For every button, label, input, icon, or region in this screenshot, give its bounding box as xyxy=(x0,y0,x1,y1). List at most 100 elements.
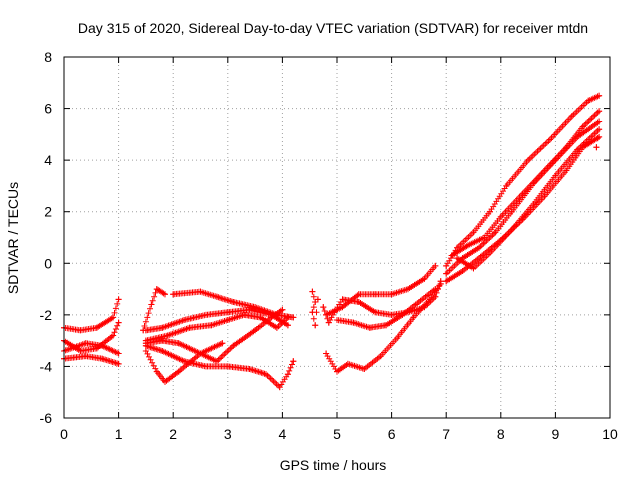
series-track-u xyxy=(454,126,603,272)
data-point xyxy=(230,342,237,349)
data-point xyxy=(203,363,209,370)
data-point xyxy=(82,353,89,360)
data-point xyxy=(372,291,379,298)
data-point xyxy=(99,342,106,349)
data-point xyxy=(574,146,581,153)
series-track-s xyxy=(443,118,603,277)
x-tick-label: 10 xyxy=(602,426,618,442)
data-point xyxy=(552,172,559,179)
data-point xyxy=(142,342,149,349)
data-point xyxy=(497,213,504,220)
y-tick-label: 8 xyxy=(44,49,52,65)
data-point xyxy=(443,270,450,277)
data-point xyxy=(486,208,493,215)
data-point xyxy=(454,255,461,262)
data-point xyxy=(405,286,411,293)
data-point xyxy=(115,360,122,367)
data-point xyxy=(159,337,166,344)
series-track-l xyxy=(309,288,321,329)
data-point xyxy=(410,314,417,321)
data-point xyxy=(284,314,291,321)
y-tick-label: 0 xyxy=(44,255,52,271)
data-point xyxy=(508,208,515,215)
data-point xyxy=(159,348,166,354)
data-point xyxy=(230,299,237,305)
data-point xyxy=(334,317,340,323)
data-layer xyxy=(61,92,603,391)
data-point xyxy=(290,358,297,365)
data-point xyxy=(476,244,482,251)
x-tick-label: 5 xyxy=(333,426,341,442)
series-track-k xyxy=(142,340,226,385)
data-point xyxy=(312,322,319,329)
data-point xyxy=(115,319,122,326)
data-point xyxy=(175,368,182,375)
data-point xyxy=(344,360,351,367)
tick-layer: 0 1 2 3 4 5 6 7 8 9 10 -6 -4 -2 0 2 4 6 8 xyxy=(40,49,618,442)
data-point xyxy=(213,293,220,300)
data-point xyxy=(470,265,477,272)
data-point xyxy=(246,306,253,313)
data-point xyxy=(339,304,346,311)
data-point xyxy=(186,324,193,331)
data-point xyxy=(355,299,362,305)
data-point xyxy=(162,378,168,385)
data-point xyxy=(372,309,379,316)
y-tick-label: 4 xyxy=(44,152,52,168)
data-point xyxy=(596,108,603,115)
data-point xyxy=(309,309,316,316)
data-point xyxy=(197,288,204,295)
chart-title: Day 315 of 2020, Sidereal Day-to-day VTE… xyxy=(78,20,588,36)
data-point xyxy=(525,157,532,164)
data-point xyxy=(596,126,603,133)
data-point xyxy=(443,278,450,285)
data-point xyxy=(432,262,439,269)
data-point xyxy=(273,324,280,331)
series-track-i xyxy=(142,306,286,365)
y-tick-label: -6 xyxy=(40,410,53,426)
data-point xyxy=(476,255,482,262)
data-point xyxy=(314,296,321,303)
data-point xyxy=(110,332,117,339)
y-tick-label: 2 xyxy=(44,204,52,220)
data-point xyxy=(366,324,373,331)
data-point xyxy=(252,304,259,311)
data-point xyxy=(203,311,209,318)
data-point xyxy=(530,180,537,187)
data-point xyxy=(115,296,122,303)
data-point xyxy=(593,144,600,151)
data-point xyxy=(224,317,231,323)
data-point xyxy=(175,340,182,347)
data-point xyxy=(279,306,286,313)
data-point xyxy=(224,363,231,370)
data-point xyxy=(465,242,471,249)
data-point xyxy=(579,123,586,130)
data-point xyxy=(503,182,510,189)
data-point xyxy=(334,368,340,375)
series-track-d xyxy=(61,353,122,367)
data-point xyxy=(492,229,499,236)
data-point xyxy=(153,368,160,375)
grid-layer xyxy=(64,57,610,418)
data-point xyxy=(164,332,171,339)
x-tick-label: 2 xyxy=(169,426,177,442)
x-tick-label: 8 xyxy=(497,426,505,442)
data-point xyxy=(77,348,84,354)
data-point xyxy=(350,319,357,326)
data-point xyxy=(448,252,455,259)
data-point xyxy=(325,319,332,326)
data-point xyxy=(415,299,422,305)
x-tick-label: 3 xyxy=(224,426,232,442)
data-point xyxy=(170,291,177,298)
data-point xyxy=(383,322,390,329)
data-point xyxy=(252,327,259,334)
data-point xyxy=(276,384,283,391)
data-point xyxy=(508,226,515,233)
data-point xyxy=(246,366,253,372)
data-point xyxy=(181,358,188,365)
data-point xyxy=(421,275,428,282)
x-tick-label: 7 xyxy=(442,426,450,442)
data-point xyxy=(486,250,493,256)
data-point xyxy=(426,296,433,303)
